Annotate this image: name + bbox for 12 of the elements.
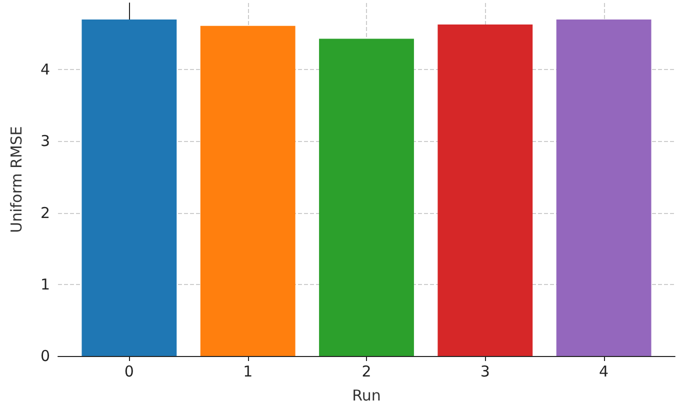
- y-tick-label: 2: [40, 204, 50, 222]
- x-tick-label: 4: [599, 362, 609, 380]
- x-tick-label: 2: [362, 362, 372, 380]
- x-axis-title: Run: [352, 386, 381, 404]
- x-tick-label: 0: [124, 362, 134, 380]
- x-tick-label: 3: [480, 362, 490, 380]
- y-tick-label: 1: [40, 275, 50, 294]
- y-tick-label: 4: [40, 60, 50, 79]
- y-tick-label: 0: [40, 347, 50, 365]
- x-tick-label: 1: [243, 362, 253, 380]
- y-tick-label: 3: [40, 132, 50, 150]
- y-axis-title: Uniform RMSE: [8, 126, 26, 233]
